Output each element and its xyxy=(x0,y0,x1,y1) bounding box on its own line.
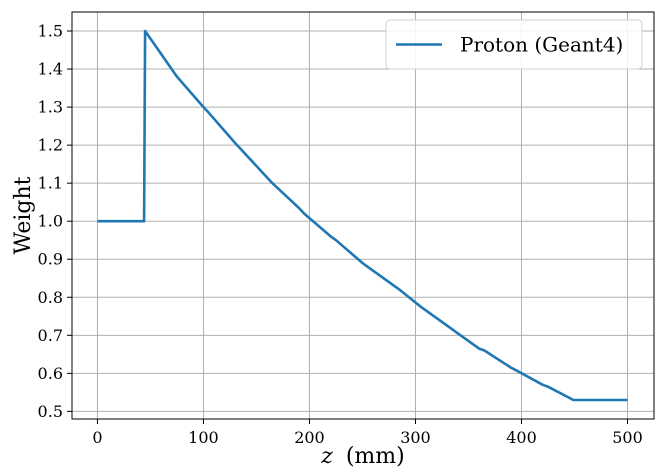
y-tick-label: 1.3 xyxy=(38,98,63,117)
y-tick-label: 0.9 xyxy=(38,250,63,269)
x-axis-unit: (mm) xyxy=(346,444,405,469)
x-axis-variable: z xyxy=(320,444,333,469)
y-tick-label: 0.5 xyxy=(38,402,63,421)
series-line xyxy=(97,29,628,402)
y-tick-label: 0.7 xyxy=(38,326,63,345)
y-tick-label: 1.5 xyxy=(38,22,63,41)
x-tick-label: 300 xyxy=(400,428,431,447)
x-tick-label: 100 xyxy=(188,428,219,447)
x-tick-label: 500 xyxy=(612,428,643,447)
grid-lines xyxy=(72,12,654,419)
y-tick-label: 1.0 xyxy=(38,212,63,231)
plot-frame xyxy=(71,11,655,420)
y-tick-label: 1.2 xyxy=(38,136,63,155)
y-tick-label: 1.4 xyxy=(38,60,63,79)
x-tick-label: 0 xyxy=(92,428,102,447)
y-tick-label: 0.6 xyxy=(38,364,63,383)
series-layer xyxy=(97,29,628,402)
legend-box xyxy=(385,19,643,70)
y-tick-label: 1.1 xyxy=(38,174,63,193)
tick-layer: 0 100 200 300 400 500 0.5 0.6 0.7 0.8 0.9 1.0 1.1 1.2… xyxy=(38,22,643,447)
x-tick-label: 200 xyxy=(294,428,325,447)
legend-label: Proton (Geant4) xyxy=(460,33,623,57)
x-tick-label: 400 xyxy=(506,428,537,447)
legend: Proton (Geant4) xyxy=(385,19,643,70)
x-axis-title: z (mm) xyxy=(320,444,404,469)
y-tick-label: 0.8 xyxy=(38,288,63,307)
y-axis-title: Weight xyxy=(11,176,36,254)
